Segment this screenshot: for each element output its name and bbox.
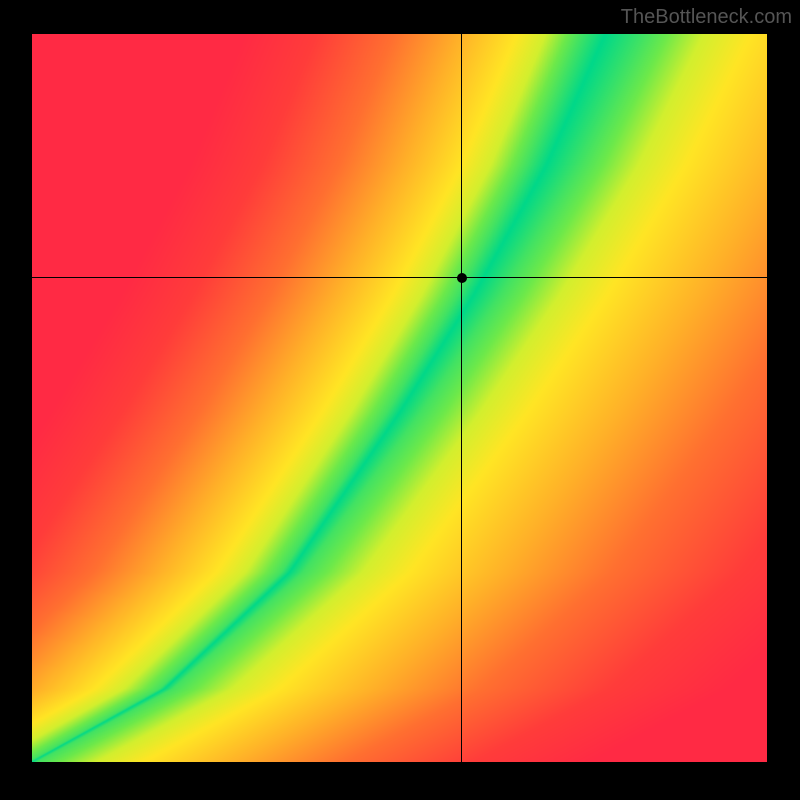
chart-container: TheBottleneck.com bbox=[0, 0, 800, 800]
crosshair-vertical bbox=[461, 34, 462, 762]
heatmap-canvas bbox=[32, 34, 767, 762]
crosshair-horizontal bbox=[32, 277, 767, 278]
watermark-text: TheBottleneck.com bbox=[621, 6, 792, 29]
plot-outer-frame bbox=[0, 0, 800, 800]
crosshair-marker bbox=[457, 273, 467, 283]
